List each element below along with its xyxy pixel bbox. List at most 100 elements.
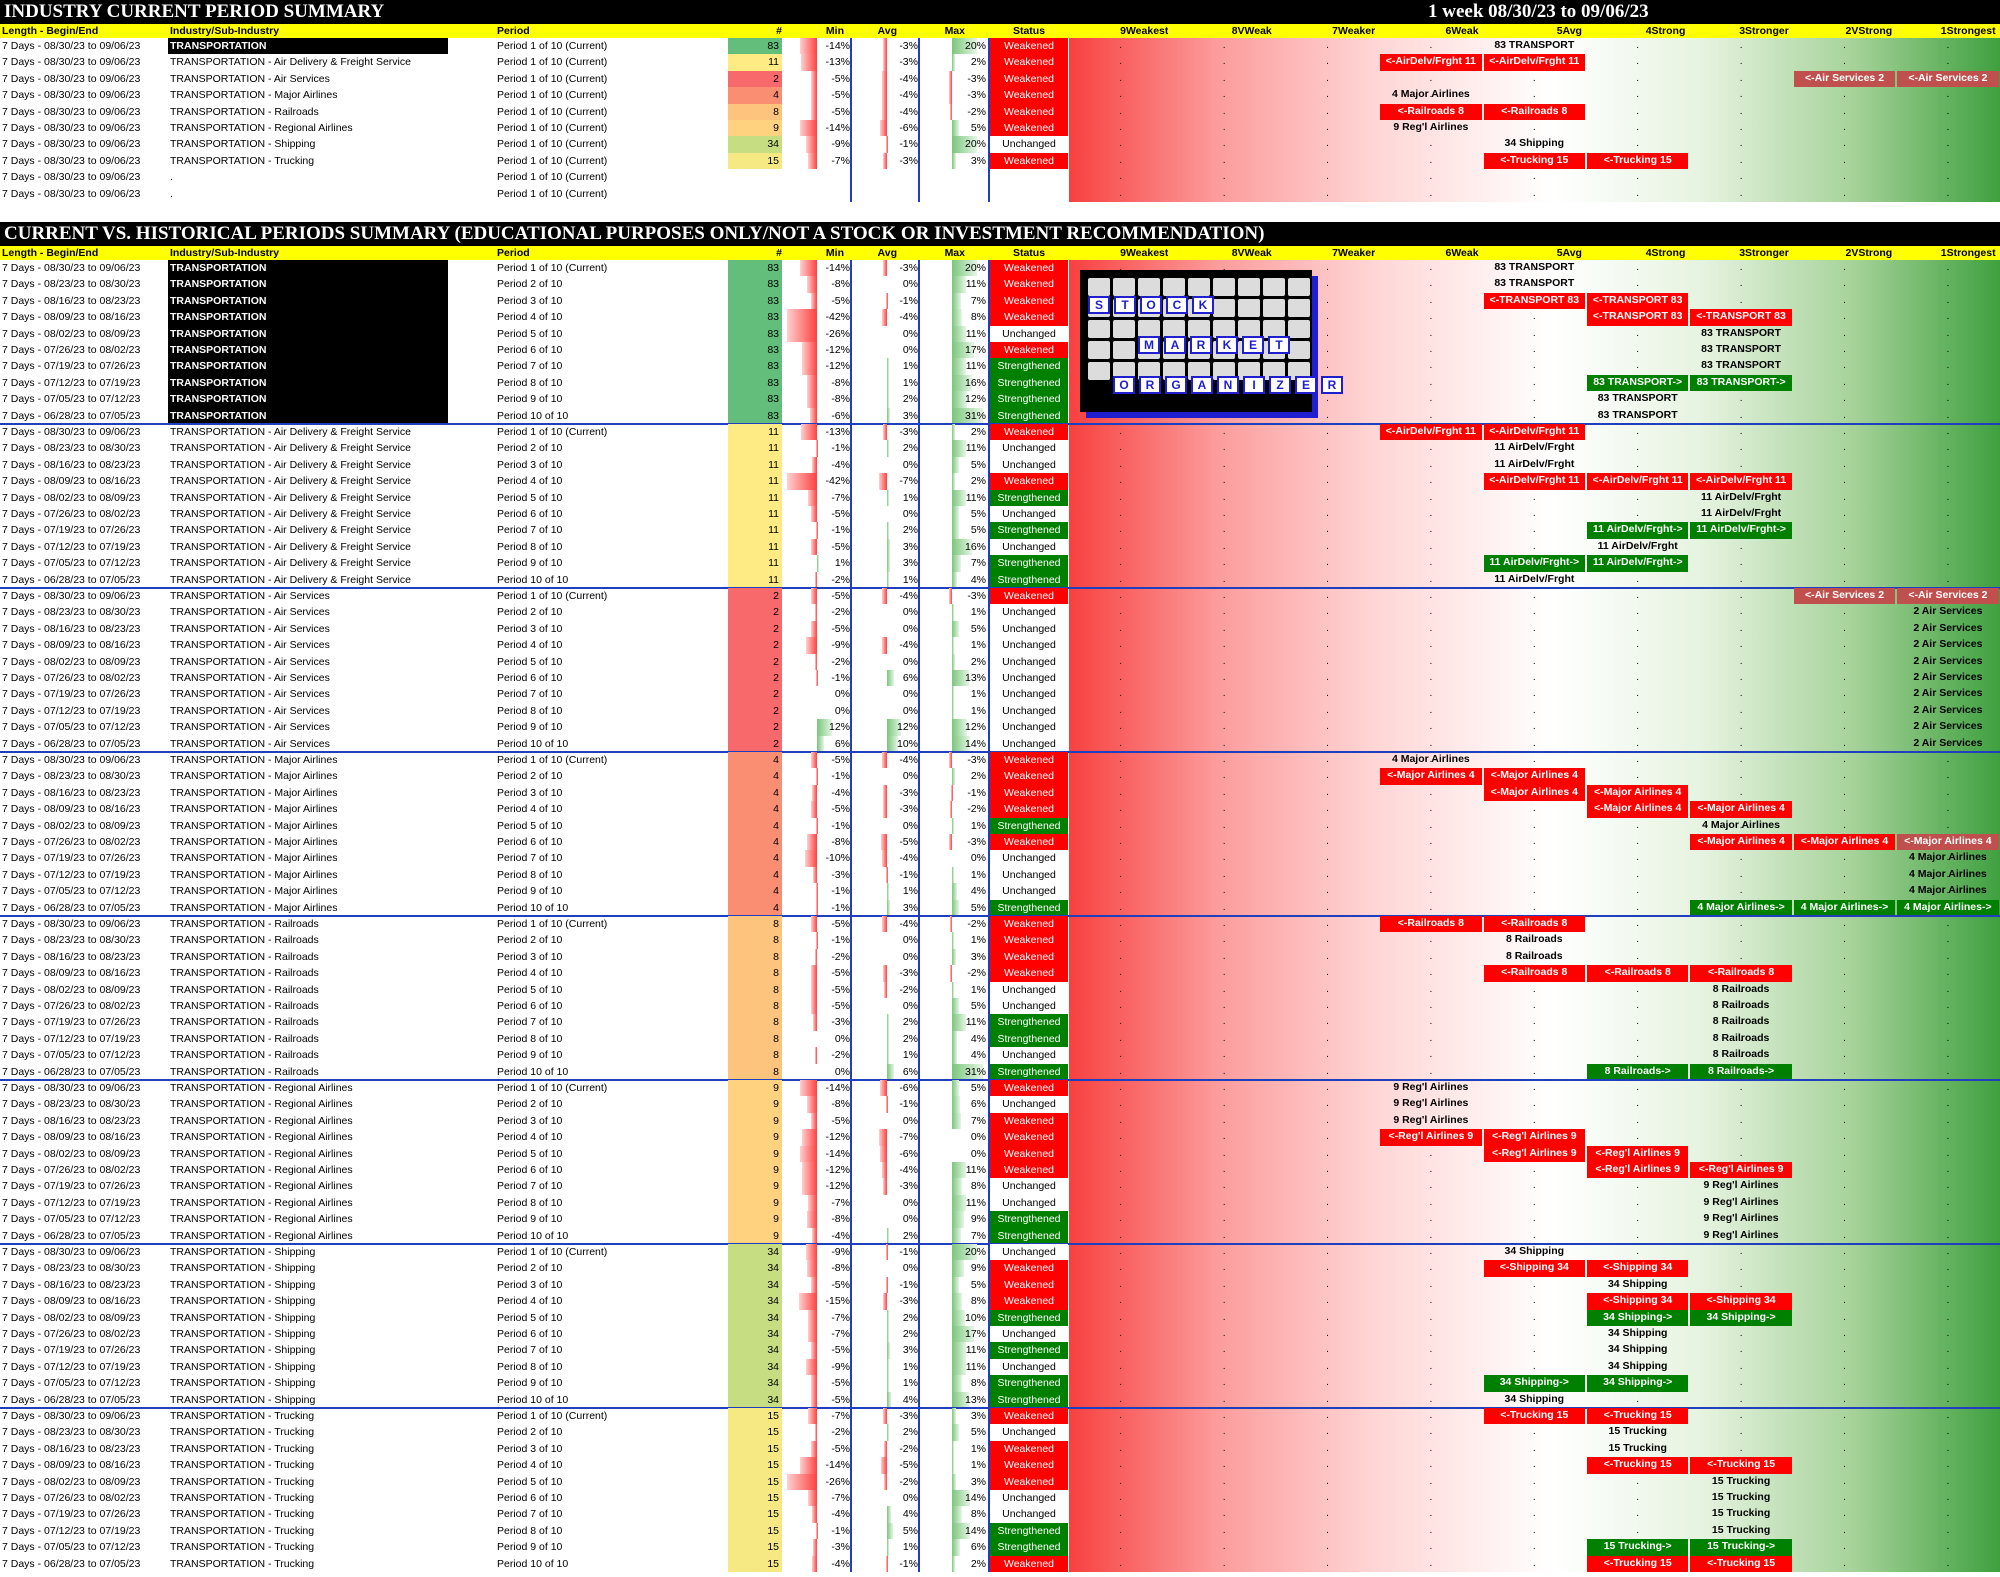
max-cell: 2% xyxy=(970,1557,986,1570)
length-cell: 7 Days - 08/09/23 to 08/16/23 xyxy=(2,803,141,816)
rank-cell-dot: . xyxy=(1119,901,1123,913)
rank-tag: 83 TRANSPORT xyxy=(1597,392,1678,405)
min-cell: -7% xyxy=(831,1492,850,1504)
rank-cell-dot: . xyxy=(1429,1065,1433,1077)
max-cell: 2% xyxy=(970,770,986,783)
rank-cell-dot: . xyxy=(1326,721,1329,733)
rank-cell-dot: . xyxy=(1532,138,1536,150)
length-cell: 7 Days - 06/28/23 to 07/05/23 xyxy=(2,901,141,914)
status-badge: Strengthened xyxy=(990,391,1068,408)
header-industry: Industry/Sub-Industry xyxy=(170,25,280,37)
rank-cell-dot: . xyxy=(1326,983,1329,995)
rank-cell-dot: . xyxy=(1946,983,1950,995)
rank-cell-dot: . xyxy=(1739,1147,1743,1159)
rank-cell-dot: . xyxy=(1326,1557,1329,1569)
rank-cell-dot: . xyxy=(1119,1147,1123,1159)
rank-tag: 9 Reg'l Airlines xyxy=(1703,1212,1779,1225)
rank-cell-dot: . xyxy=(1429,278,1433,290)
rank-cell-dot: . xyxy=(1946,187,1950,199)
max-cell: 2% xyxy=(970,426,986,438)
length-cell: 7 Days - 08/30/23 to 09/06/23 xyxy=(2,426,141,438)
rank-cell-dot: . xyxy=(1946,105,1950,117)
min-bar xyxy=(815,670,818,687)
rank-cell-dot: . xyxy=(1739,754,1743,765)
rank-cell-dot: . xyxy=(1636,622,1640,634)
rank-cell-dot: . xyxy=(1429,262,1433,273)
industry-cell: TRANSPORTATION - Railroads xyxy=(170,967,319,980)
status-badge: Weakened xyxy=(990,784,1068,802)
header-status: Status xyxy=(1012,247,1046,259)
max-cell: 14% xyxy=(964,737,986,750)
industry-cell: TRANSPORTATION - Air Services xyxy=(170,672,330,684)
rank-cell-dot: . xyxy=(1119,540,1123,552)
rank-cell-dot: . xyxy=(1119,1098,1123,1110)
rank-cell-dot: . xyxy=(1532,754,1536,765)
table-row: .........7 Days - 08/16/23 to 08/23/23TR… xyxy=(0,784,2000,802)
avg-cell xyxy=(852,186,920,202)
rank-cell-dot: . xyxy=(1843,1508,1846,1520)
max-bar xyxy=(952,1276,959,1294)
min-cell: -12% xyxy=(825,360,850,373)
min-bar xyxy=(817,555,819,572)
max-cell: 5% xyxy=(970,508,986,520)
status-badge: Weakened xyxy=(990,120,1068,137)
rank-cell-dot: . xyxy=(1429,376,1433,388)
avg-bar xyxy=(879,120,887,137)
rank-tag: <-Trucking 15 xyxy=(1587,1408,1689,1425)
avg-bar xyxy=(886,522,890,539)
count-cell: 83 xyxy=(728,407,782,424)
status-badge: Strengthened xyxy=(990,407,1068,424)
avg-bar xyxy=(881,1457,887,1474)
length-cell: 7 Days - 08/09/23 to 08/16/23 xyxy=(2,639,141,652)
min-bar xyxy=(808,1194,817,1212)
count-cell: 11 xyxy=(728,489,782,506)
count-cell: 4 xyxy=(728,850,782,867)
avg-cell: -4% xyxy=(899,89,918,102)
rank-tag: 34 Shipping xyxy=(1607,1359,1668,1372)
rank-cell-dot: . xyxy=(1532,1541,1536,1553)
rank-cell-dot: . xyxy=(1222,89,1226,101)
max-cell: 1% xyxy=(970,1459,986,1472)
rank-cell-dot: . xyxy=(1739,1262,1743,1274)
rank-cell-dot: . xyxy=(1946,1131,1950,1143)
min-bar xyxy=(810,103,817,120)
period-cell: Period 8 of 10 xyxy=(497,1032,563,1045)
min-cell: -8% xyxy=(831,1098,850,1111)
max-cell: 11% xyxy=(965,1344,986,1357)
avg-bar xyxy=(886,1063,894,1080)
rank-cell-dot: . xyxy=(1946,360,1950,372)
status-badge: Weakened xyxy=(990,1440,1068,1458)
rank-cell-dot: . xyxy=(1843,786,1846,798)
industry-cell: TRANSPORTATION - Shipping xyxy=(170,1344,316,1357)
header-rank-9: 1Strongest xyxy=(1940,25,1996,37)
rank-cell-dot: . xyxy=(1739,442,1743,454)
rank-cell-dot: . xyxy=(1326,40,1329,51)
period-cell: Period 1 of 10 (Current) xyxy=(497,56,608,69)
rank-cell-dot: . xyxy=(1326,1016,1329,1028)
header-rank-8: 2VStrong xyxy=(1845,25,1893,37)
rank-cell-dot: . xyxy=(1636,836,1640,847)
rank-tag: <-Reg'l Airlines 9 xyxy=(1587,1145,1689,1162)
max-cell: 1% xyxy=(970,639,986,652)
industry-cell: TRANSPORTATION - Railroads xyxy=(170,918,319,930)
avg-cell: -7% xyxy=(899,1131,918,1144)
rank-cell-dot: . xyxy=(1636,138,1640,150)
count-cell: 15 xyxy=(728,1490,782,1507)
count-cell: 9 xyxy=(728,1227,782,1244)
max-bar xyxy=(952,1063,984,1080)
avg-cell: 0% xyxy=(902,1492,918,1504)
rank-cell-dot: . xyxy=(1222,819,1226,831)
avg-cell: -1% xyxy=(899,1246,918,1258)
count-cell: 15 xyxy=(728,1522,782,1540)
length-cell: 7 Days - 07/26/23 to 08/02/23 xyxy=(2,1164,141,1176)
rank-cell-dot: . xyxy=(1119,704,1123,716)
avg-bar xyxy=(886,1047,889,1064)
min-bar xyxy=(802,342,817,359)
min-cell: -26% xyxy=(825,1475,850,1488)
header-avg: Avg xyxy=(877,247,897,259)
avg-cell: -6% xyxy=(899,1082,918,1094)
rank-cell-dot: . xyxy=(1739,1246,1743,1257)
avg-cell: -4% xyxy=(899,1164,918,1176)
